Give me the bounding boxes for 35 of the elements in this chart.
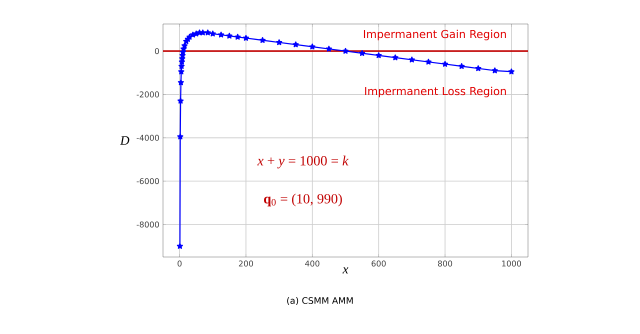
- point: [210, 30, 216, 36]
- point: [475, 65, 482, 72]
- y-axis-title: D: [120, 136, 130, 145]
- point: [359, 50, 366, 56]
- point: [326, 46, 332, 52]
- point: [508, 68, 514, 74]
- point: [276, 39, 282, 46]
- point: [408, 56, 415, 62]
- point: [392, 54, 398, 60]
- point: [425, 58, 432, 65]
- point: [178, 79, 184, 86]
- point: [492, 67, 498, 74]
- point: [292, 41, 299, 48]
- point: [178, 68, 184, 74]
- point: [259, 37, 266, 43]
- point: [376, 52, 382, 58]
- point: [458, 63, 465, 69]
- annotation: q$_{0}$ = (10, 990): [264, 194, 342, 206]
- point: [226, 32, 232, 39]
- annotation: Impermanent Loss Region: [365, 86, 506, 98]
- point: [176, 242, 183, 249]
- annotation: Impermanent Gain Region: [364, 30, 506, 40]
- annotation: x + y = 1000 = k: [257, 156, 349, 168]
- point: [204, 29, 211, 36]
- point: [309, 44, 316, 50]
- point: [182, 42, 188, 48]
- point: [177, 134, 184, 140]
- point: [218, 32, 224, 38]
- point: [442, 60, 448, 67]
- x-axis-title: x: [342, 267, 348, 274]
- point: [178, 98, 184, 104]
- point: [242, 34, 250, 41]
- point: [234, 34, 241, 40]
- text: (a) CSMM AMM: [287, 296, 353, 305]
- point: [342, 48, 349, 54]
